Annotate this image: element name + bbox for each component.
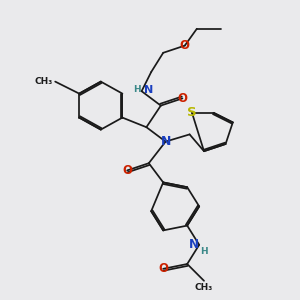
Text: O: O: [122, 164, 132, 177]
Text: O: O: [177, 92, 188, 105]
Text: S: S: [187, 106, 197, 119]
Text: H: H: [133, 85, 140, 94]
Text: H: H: [200, 247, 208, 256]
Text: N: N: [144, 85, 153, 95]
Text: CH₃: CH₃: [195, 283, 213, 292]
Text: CH₃: CH₃: [34, 77, 53, 86]
Text: O: O: [158, 262, 168, 275]
Text: O: O: [180, 39, 190, 52]
Text: N: N: [160, 135, 171, 148]
Text: N: N: [189, 238, 199, 251]
